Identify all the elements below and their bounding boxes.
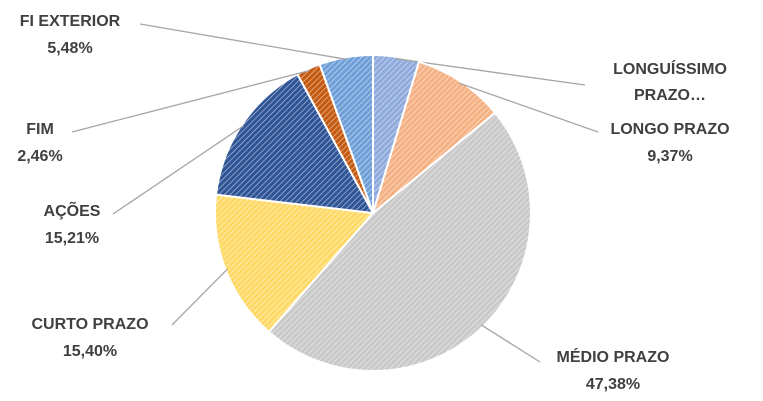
category-label: AÇÕES <box>44 200 101 220</box>
leader-line <box>112 125 245 215</box>
value-label: 47,38% <box>586 376 640 393</box>
leader-line <box>171 268 228 326</box>
value-label: 15,40% <box>63 343 117 360</box>
pie-slice <box>371 60 497 216</box>
leader-line <box>395 58 586 86</box>
pie-slice <box>214 72 375 215</box>
value-label: 2,46% <box>17 148 62 165</box>
leader-line <box>71 70 310 133</box>
value-label: 5,48% <box>47 40 92 57</box>
pie-slice <box>318 53 374 214</box>
leader-line <box>459 82 599 133</box>
category-label: FI EXTERIOR <box>20 13 121 30</box>
category-label: LONGO PRAZO <box>610 121 729 138</box>
category-label: LONGUÍSSIMO PRAZO… <box>613 59 727 104</box>
pie-slice <box>214 193 376 334</box>
value-label: 9,37% <box>647 148 692 165</box>
value-label: 15,21% <box>45 230 99 247</box>
category-label: CURTO PRAZO <box>31 316 148 333</box>
leader-line <box>139 23 347 60</box>
category-label: MÉDIO PRAZO <box>557 347 670 366</box>
leader-line <box>481 324 541 363</box>
category-label: FIM <box>26 121 54 138</box>
